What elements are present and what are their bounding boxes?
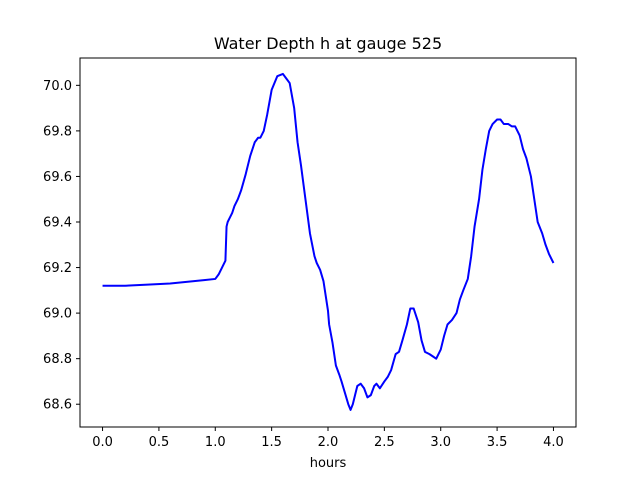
series-line	[102, 72, 555, 411]
x-tick-label: 3.5	[487, 435, 508, 450]
plot-area	[102, 72, 555, 411]
x-axis: 0.0 0.5 1.0 1.5 2.0 2.5 3.0 3.5 4.0	[92, 427, 564, 450]
y-tick-label: 69.0	[43, 307, 72, 322]
x-tick-label: 3.0	[430, 435, 451, 450]
chart-title: Water Depth h at gauge 525	[214, 34, 442, 53]
y-tick-label: 69.4	[43, 216, 72, 231]
y-tick-label: 69.8	[43, 124, 72, 139]
x-tick-label: 4.0	[543, 435, 564, 450]
y-tick-label: 70.0	[43, 79, 72, 94]
y-tick-label: 68.6	[43, 398, 72, 413]
x-tick-label: 2.5	[374, 435, 395, 450]
x-tick-label: 0.5	[149, 435, 170, 450]
y-tick-label: 69.2	[43, 261, 72, 276]
y-tick-label: 68.8	[43, 352, 72, 367]
x-tick-label: 1.0	[205, 435, 226, 450]
x-tick-label: 2.0	[318, 435, 339, 450]
y-axis: 68.6 68.8 69.0 69.2 69.4 69.6 69.8 70.0	[43, 79, 80, 413]
x-axis-label: hours	[310, 456, 347, 471]
y-tick-label: 69.6	[43, 170, 72, 185]
x-tick-label: 1.5	[261, 435, 282, 450]
x-tick-label: 0.0	[92, 435, 113, 450]
